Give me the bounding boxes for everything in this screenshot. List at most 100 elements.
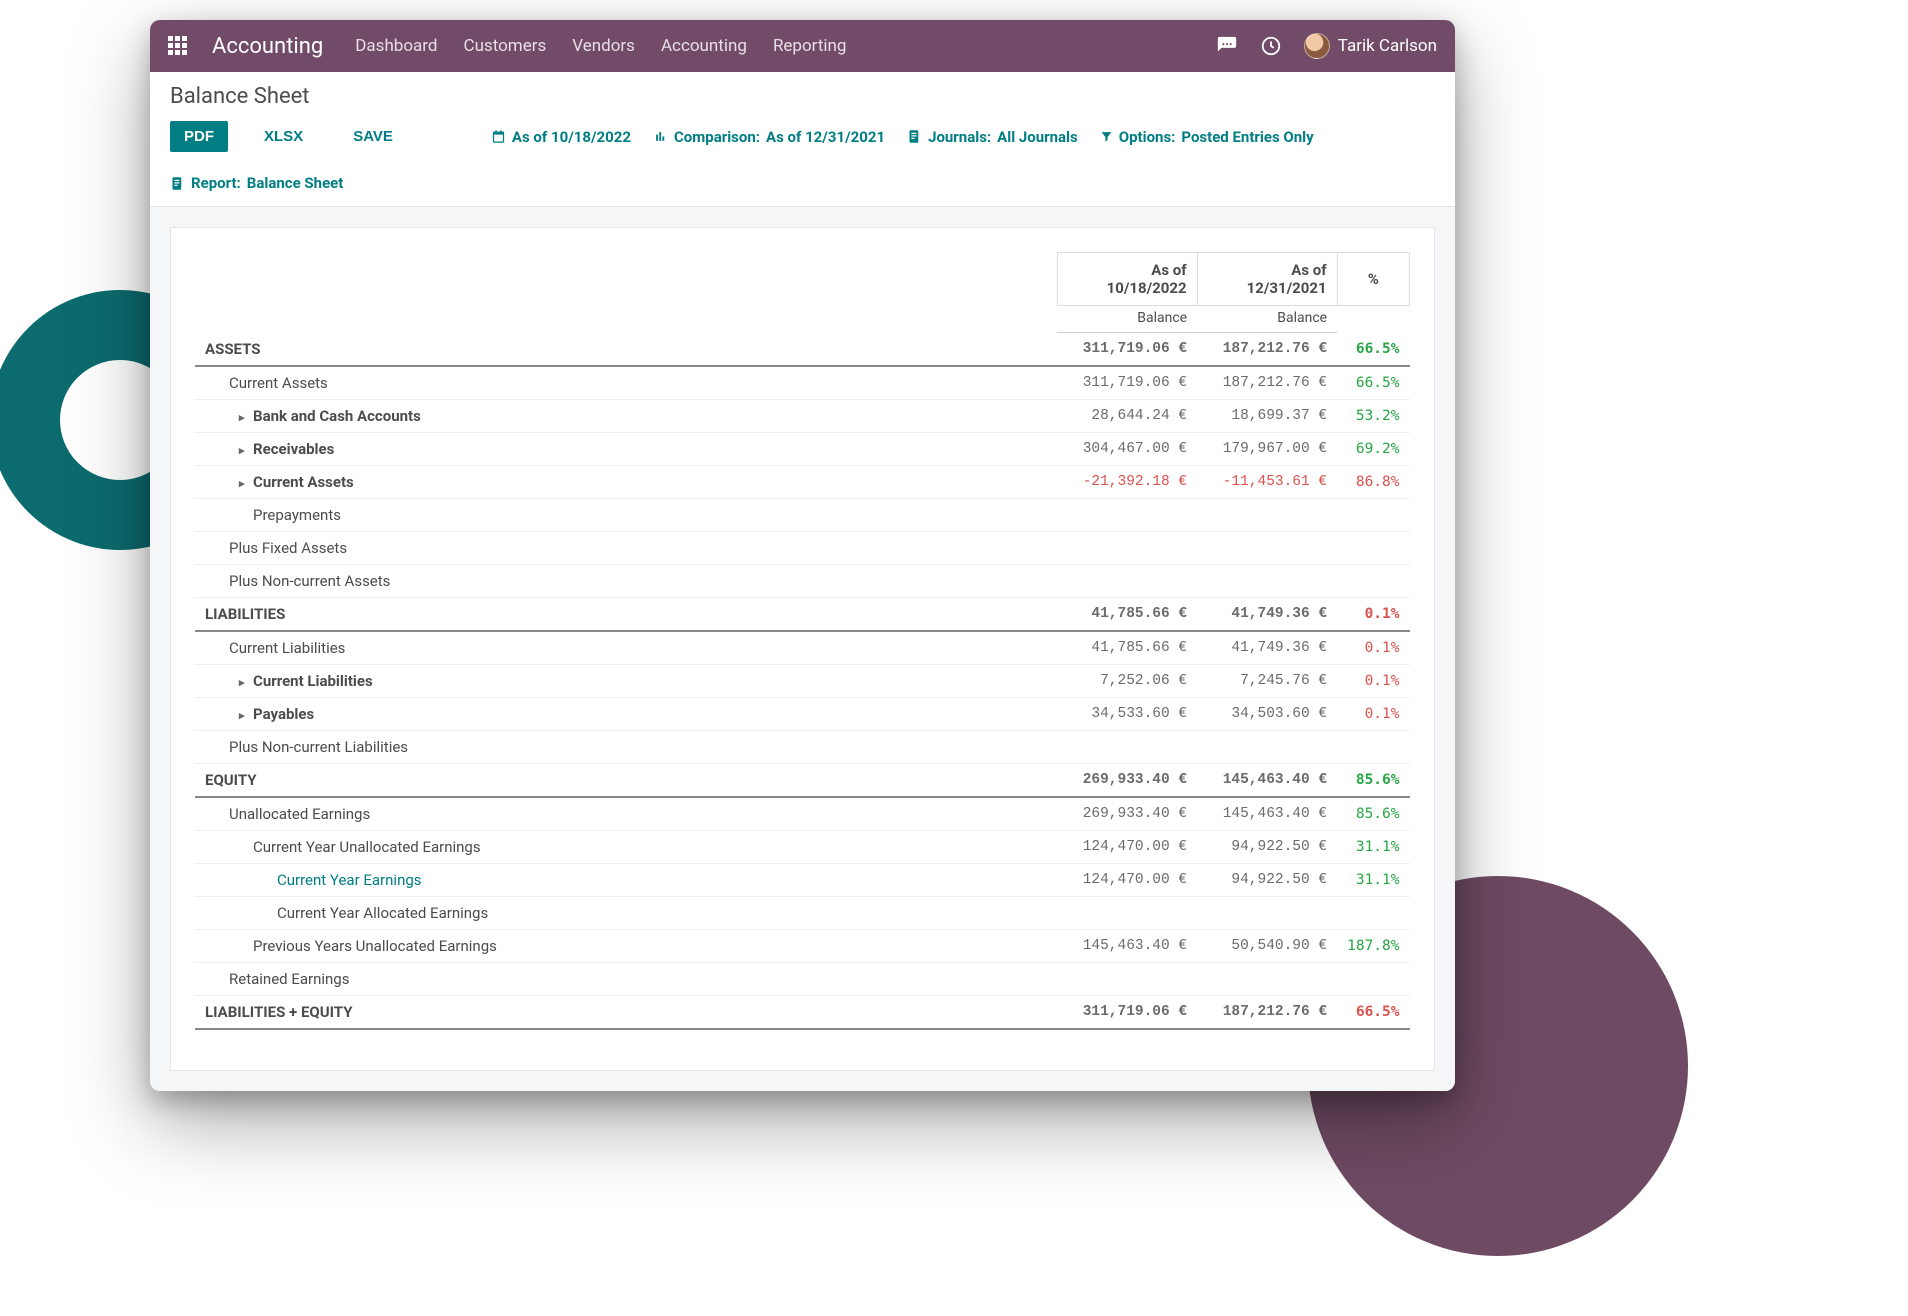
col1-value: 28,644.24 € [1057,399,1197,432]
row-label[interactable]: EQUITY [195,763,1057,797]
nav-customers[interactable]: Customers [464,36,547,56]
col1-value [1057,531,1197,564]
table-row[interactable]: Current Year Unallocated Earnings124,470… [195,830,1410,863]
col1-value [1057,564,1197,597]
col2-value: 187,212.76 € [1197,333,1337,366]
row-label[interactable]: Current Year Earnings [195,863,1057,896]
save-button[interactable]: SAVE [339,121,407,152]
topnav: Accounting Dashboard Customers Vendors A… [150,20,1455,72]
pct-value: 31.1% [1337,863,1409,896]
table-row[interactable]: Plus Non-current Liabilities [195,730,1410,763]
table-row[interactable]: ▸Current Assets-21,392.18 €-11,453.61 €8… [195,465,1410,498]
row-label[interactable]: Current Year Allocated Earnings [195,896,1057,929]
user-menu[interactable]: Tarik Carlson [1304,33,1437,59]
col2-value [1197,498,1337,531]
filter-asof-label: As of 10/18/2022 [512,128,631,146]
table-row[interactable]: ASSETS311,719.06 €187,212.76 €66.5% [195,333,1410,366]
pct-value: 85.6% [1337,763,1409,797]
nav-dashboard[interactable]: Dashboard [355,36,437,56]
messages-icon[interactable] [1216,35,1238,57]
table-row[interactable]: Plus Non-current Assets [195,564,1410,597]
filter-options[interactable]: Options:Posted Entries Only [1100,128,1314,146]
col1-value [1057,730,1197,763]
pct-value: 66.5% [1337,995,1409,1029]
table-row[interactable]: LIABILITIES41,785.66 €41,749.36 €0.1% [195,597,1410,631]
col2-value: 94,922.50 € [1197,830,1337,863]
row-label[interactable]: ▸Current Assets [195,465,1057,498]
table-row[interactable]: ▸Receivables304,467.00 €179,967.00 €69.2… [195,432,1410,465]
expand-caret-icon[interactable]: ▸ [239,477,251,490]
table-row[interactable]: Unallocated Earnings269,933.40 €145,463.… [195,797,1410,831]
col2-value: 18,699.37 € [1197,399,1337,432]
table-row[interactable]: ▸Current Liabilities7,252.06 €7,245.76 €… [195,664,1410,697]
row-label[interactable]: Retained Earnings [195,962,1057,995]
table-row[interactable]: Plus Fixed Assets [195,531,1410,564]
row-label[interactable]: Current Liabilities [195,631,1057,665]
activity-icon[interactable] [1260,35,1282,57]
table-row[interactable]: Previous Years Unallocated Earnings145,4… [195,929,1410,962]
pct-value: 0.1% [1337,664,1409,697]
table-row[interactable]: Retained Earnings [195,962,1410,995]
col-header-1: As of 10/18/2022 [1057,253,1197,306]
table-row[interactable]: LIABILITIES + EQUITY311,719.06 €187,212.… [195,995,1410,1029]
expand-caret-icon[interactable]: ▸ [239,444,251,457]
filter-asof[interactable]: As of 10/18/2022 [491,128,631,146]
table-row[interactable]: Current Year Allocated Earnings [195,896,1410,929]
row-label[interactable]: Current Assets [195,366,1057,400]
nav-vendors[interactable]: Vendors [572,36,635,56]
row-label[interactable]: Previous Years Unallocated Earnings [195,929,1057,962]
xlsx-button[interactable]: XLSX [250,121,317,152]
row-label[interactable]: ▸Current Liabilities [195,664,1057,697]
table-row[interactable]: ▸Bank and Cash Accounts28,644.24 €18,699… [195,399,1410,432]
row-label[interactable]: Plus Non-current Assets [195,564,1057,597]
col2-value [1197,896,1337,929]
row-label[interactable]: ▸Bank and Cash Accounts [195,399,1057,432]
table-row[interactable]: Prepayments [195,498,1410,531]
nav-links: Dashboard Customers Vendors Accounting R… [355,36,846,56]
table-row[interactable]: Current Year Earnings124,470.00 €94,922.… [195,863,1410,896]
col2-value [1197,962,1337,995]
app-name[interactable]: Accounting [212,34,323,59]
filter-journals[interactable]: Journals: All Journals [907,128,1078,146]
col-header-pct: % [1337,253,1409,306]
row-label[interactable]: Unallocated Earnings [195,797,1057,831]
table-row[interactable]: ▸Payables34,533.60 €34,503.60 €0.1% [195,697,1410,730]
row-label[interactable]: Plus Fixed Assets [195,531,1057,564]
pct-value [1337,498,1409,531]
col2-value: 187,212.76 € [1197,366,1337,400]
table-row[interactable]: Current Liabilities41,785.66 €41,749.36 … [195,631,1410,665]
nav-accounting[interactable]: Accounting [661,36,747,56]
pdf-button[interactable]: PDF [170,121,228,152]
row-label[interactable]: LIABILITIES [195,597,1057,631]
row-label[interactable]: ▸Receivables [195,432,1057,465]
filter-comparison[interactable]: Comparison: As of 12/31/2021 [653,128,885,146]
filter-comparison-val: As of 12/31/2021 [766,128,885,146]
filter-report-key: Report: [191,174,241,192]
row-label[interactable]: ASSETS [195,333,1057,366]
filter-journals-val: All Journals [997,128,1078,146]
col1-value: 34,533.60 € [1057,697,1197,730]
filter-report[interactable]: Report: Balance Sheet [170,174,343,192]
col1-value: 311,719.06 € [1057,333,1197,366]
col2-value: 145,463.40 € [1197,763,1337,797]
filter-comparison-key: Comparison: [674,128,760,146]
row-label[interactable]: Current Year Unallocated Earnings [195,830,1057,863]
col1-value: 124,470.00 € [1057,830,1197,863]
col1-value: 7,252.06 € [1057,664,1197,697]
expand-caret-icon[interactable]: ▸ [239,709,251,722]
row-label[interactable]: LIABILITIES + EQUITY [195,995,1057,1029]
nav-reporting[interactable]: Reporting [773,36,847,56]
table-row[interactable]: Current Assets311,719.06 €187,212.76 €66… [195,366,1410,400]
filter-journals-key: Journals: [928,128,991,146]
col1-value: -21,392.18 € [1057,465,1197,498]
table-row[interactable]: EQUITY269,933.40 €145,463.40 €85.6% [195,763,1410,797]
expand-caret-icon[interactable]: ▸ [239,676,251,689]
pct-value: 0.1% [1337,631,1409,665]
expand-caret-icon[interactable]: ▸ [239,411,251,424]
row-label[interactable]: Plus Non-current Liabilities [195,730,1057,763]
row-label[interactable]: Prepayments [195,498,1057,531]
col2-value [1197,564,1337,597]
apps-icon[interactable] [168,36,188,56]
row-label[interactable]: ▸Payables [195,697,1057,730]
col1-value: 41,785.66 € [1057,597,1197,631]
